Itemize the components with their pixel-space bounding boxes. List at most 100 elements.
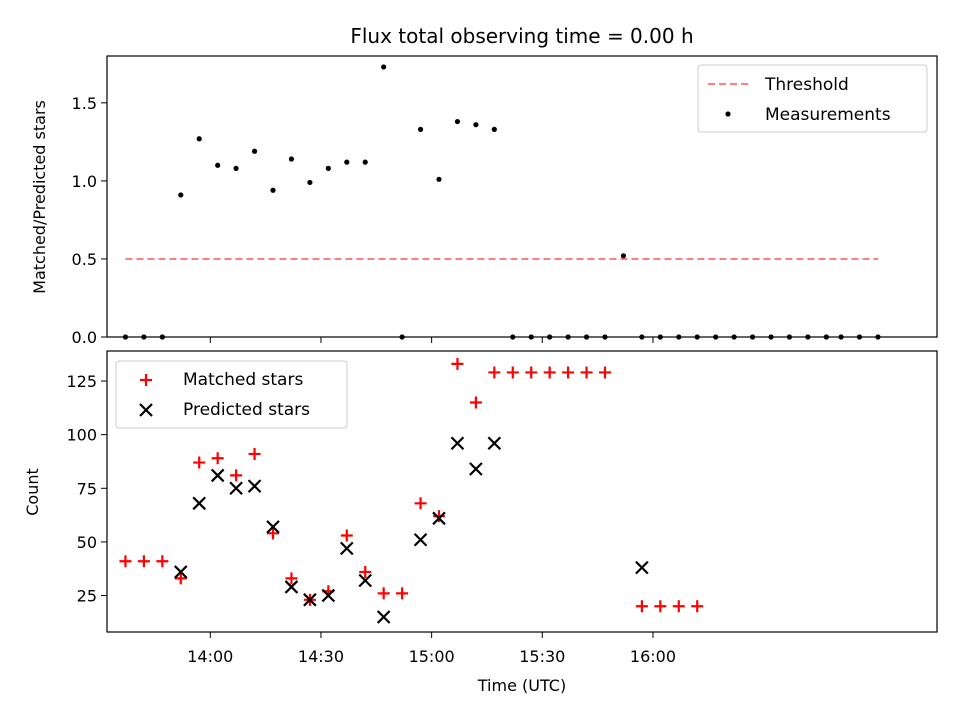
matched-star-point (230, 469, 243, 482)
bottom-ylabel: Count (23, 468, 42, 516)
bottom-y-tick-label: 100 (66, 426, 97, 445)
measurement-point (178, 192, 184, 198)
matched-star-point (488, 366, 501, 379)
measurement-point (307, 179, 313, 186)
measurement-point (473, 122, 479, 128)
matched-star-point (599, 366, 611, 379)
bottom-y-tick-label: 75 (77, 479, 97, 498)
predicted-star-point (284, 580, 299, 594)
bottom-panel: Count Time (UTC) 25 50 75 100 125 14:00 14:30… (23, 350, 938, 695)
measurement-point (233, 165, 239, 171)
predicted-star-point (413, 532, 428, 547)
top-ylabel: Matched/Predicted stars (30, 100, 49, 294)
matched-star-point (506, 366, 519, 379)
predicted-star-point (303, 593, 317, 607)
top-panel: Matched/Predicted stars 0.0 0.5 1.0 1.5 Thr… (30, 55, 938, 347)
matched-star-point (156, 555, 169, 568)
measurement-point (454, 118, 461, 125)
measurement-point (417, 126, 424, 132)
legend-matched-marker (140, 374, 152, 386)
bottom-x-tick-label: 15:30 (519, 647, 565, 666)
predicted-stars-points (174, 436, 649, 624)
bottom-y-ticks: 25 50 75 100 125 (66, 372, 107, 606)
measurement-point (270, 187, 276, 193)
legend-matched-label: Matched stars (183, 370, 303, 390)
bottom-x-tick-label: 15:00 (409, 647, 455, 666)
measurement-point (436, 176, 442, 182)
matched-star-point (359, 565, 372, 578)
matched-star-point (340, 529, 353, 542)
measurement-point (251, 148, 258, 154)
matched-star-point (248, 447, 261, 460)
legend-predicted-swatch (139, 403, 153, 417)
predicted-star-point (210, 468, 225, 483)
matched-star-point (469, 396, 482, 409)
predicted-star-point (487, 436, 502, 451)
measurement-point (196, 136, 202, 142)
matched-star-point (433, 510, 445, 523)
bottom-x-tick-label: 14:00 (187, 647, 233, 666)
matched-star-point (285, 572, 298, 585)
chart-title: Flux total observing time = 0.00 h (350, 24, 693, 48)
matched-star-point (377, 587, 390, 600)
matched-star-point (119, 555, 132, 568)
matched-stars-points (119, 357, 704, 613)
predicted-star-point (450, 436, 465, 451)
matched-star-point (174, 572, 187, 585)
measurement-point (620, 253, 627, 259)
matched-star-point (396, 587, 409, 600)
predicted-star-point (358, 573, 372, 588)
legend-matched-swatch (140, 374, 152, 386)
bottom-plot-frame (106, 350, 938, 633)
predicted-star-point (247, 479, 262, 493)
bottom-legend-box (115, 360, 348, 429)
predicted-star-point (635, 560, 649, 575)
matched-star-point (211, 452, 224, 465)
matched-star-point (691, 600, 704, 613)
measurement-point (288, 156, 295, 162)
measurement-point (381, 64, 387, 70)
matched-star-point (193, 456, 206, 469)
measurement-point (215, 162, 221, 168)
predicted-star-point (432, 511, 446, 526)
predicted-star-point (340, 541, 354, 556)
matched-star-point (543, 366, 556, 379)
legend-measurement-swatch (725, 111, 731, 117)
top-legend: Threshold Measurements (697, 64, 928, 133)
bottom-y-tick-label: 50 (77, 533, 97, 552)
top-y-ticks: 0.0 0.5 1.0 1.5 (72, 94, 107, 347)
predicted-star-point (174, 565, 188, 579)
matched-star-point (654, 600, 667, 613)
top-legend-box (697, 64, 928, 133)
bottom-x-tick-label: 16:00 (630, 647, 676, 666)
matched-star-point (580, 366, 593, 379)
measurement-point (362, 159, 368, 165)
matched-star-point (451, 357, 464, 370)
matched-star-point (635, 600, 648, 613)
bottom-y-tick-label: 125 (66, 372, 97, 391)
top-y-tick-label: 1.5 (72, 94, 97, 113)
predicted-star-point (469, 462, 483, 476)
top-plot-frame (106, 55, 938, 338)
bottom-x-tick-label: 14:30 (298, 647, 344, 666)
top-y-tick-label: 0.0 (72, 328, 97, 347)
measurement-point (344, 159, 350, 165)
legend-predicted-marker (139, 403, 153, 417)
legend-measurements-label: Measurements (765, 105, 891, 125)
matched-star-point (525, 366, 538, 379)
bottom-y-tick-label: 25 (77, 587, 97, 606)
predicted-star-point (266, 520, 280, 534)
predicted-star-point (192, 496, 206, 511)
measurement-point (491, 126, 497, 132)
matched-star-point (267, 527, 279, 540)
top-x-ticks (209, 337, 654, 343)
matched-star-point (562, 366, 575, 379)
bottom-legend: Matched stars Predicted stars (115, 360, 348, 429)
bottom-xlabel: Time (UTC) (477, 676, 566, 695)
legend-predicted-label: Predicted stars (183, 400, 310, 420)
predicted-star-point (321, 588, 336, 603)
legend-threshold-label: Threshold (764, 75, 849, 95)
matched-star-point (672, 600, 685, 613)
bottom-x-ticks: 14:00 14:30 15:00 15:30 16:00 (187, 632, 676, 666)
